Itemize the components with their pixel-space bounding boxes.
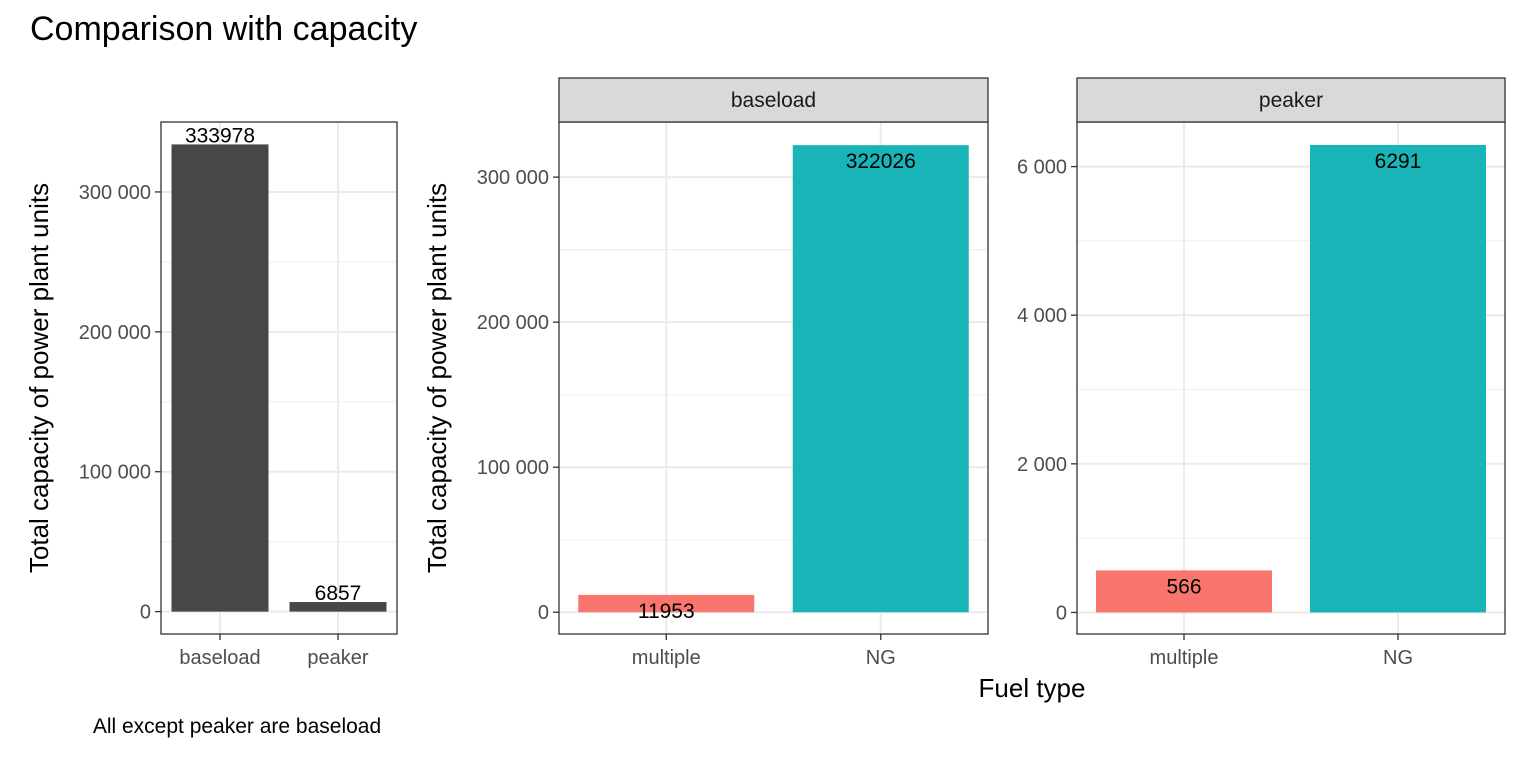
baseload-data-label-0: 11953 bbox=[638, 600, 695, 623]
left-panel-border bbox=[160, 121, 398, 635]
facet-y-axis-title: Total capacity of power plant units bbox=[422, 183, 452, 573]
baseload-y-tick-label: 200 000 bbox=[477, 312, 549, 334]
left-y-tick-label: 0 bbox=[140, 602, 151, 624]
peaker-data-label-0: 566 bbox=[1166, 575, 1201, 598]
peaker-y-tick-label: 6 000 bbox=[1017, 157, 1067, 179]
peaker-x-tick-label: multiple bbox=[1150, 647, 1219, 669]
baseload-strip bbox=[558, 77, 989, 123]
baseload-facet-panel: 11953 322026 baseload 0 100 000 200 000 300 00… bbox=[477, 77, 989, 669]
baseload-y-tick-label: 300 000 bbox=[477, 167, 549, 189]
left-data-label-1: 6857 bbox=[315, 582, 362, 605]
peaker-bar-1 bbox=[1310, 144, 1486, 613]
baseload-bar-1 bbox=[792, 145, 969, 613]
baseload-bar-0 bbox=[578, 594, 755, 613]
peaker-facet-panel: 566 6291 peaker 0 2 000 4 000 6 000 multiple NG bbox=[1017, 77, 1506, 669]
baseload-data-label-1: 322026 bbox=[846, 150, 916, 173]
left-bar-1 bbox=[289, 602, 387, 612]
caption: All except peaker are baseload bbox=[93, 715, 381, 738]
left-data-label-0: 333978 bbox=[185, 124, 255, 147]
baseload-x-tick-label: NG bbox=[866, 647, 896, 669]
left-bar-0 bbox=[171, 144, 269, 612]
peaker-x-tick-label: NG bbox=[1383, 647, 1413, 669]
peaker-strip-label: peaker bbox=[1259, 89, 1323, 112]
peaker-data-label-1: 6291 bbox=[1375, 150, 1422, 173]
left-x-tick-label: peaker bbox=[307, 647, 368, 669]
baseload-y-tick-label: 100 000 bbox=[477, 457, 549, 479]
peaker-strip bbox=[1076, 77, 1506, 123]
figure-title: Comparison with capacity bbox=[30, 10, 417, 48]
left-y-tick-label: 300 000 bbox=[79, 182, 151, 204]
peaker-y-tick-label: 4 000 bbox=[1017, 305, 1067, 327]
peaker-y-tick-label: 0 bbox=[1056, 602, 1067, 624]
left-x-tick-label: baseload bbox=[179, 647, 260, 669]
baseload-y-tick-label: 0 bbox=[538, 602, 549, 624]
baseload-strip-label: baseload bbox=[731, 89, 816, 112]
peaker-bar-0 bbox=[1096, 570, 1272, 613]
left-panel: 333978 6857 0 100 000 200 000 300 000 baseload… bbox=[79, 121, 398, 669]
left-y-tick-label: 100 000 bbox=[79, 462, 151, 484]
peaker-y-tick-label: 2 000 bbox=[1017, 454, 1067, 476]
baseload-x-tick-label: multiple bbox=[632, 647, 701, 669]
left-y-tick-label: 200 000 bbox=[79, 322, 151, 344]
left-y-axis-title: Total capacity of power plant units bbox=[24, 183, 54, 573]
x-axis-title: Fuel type bbox=[979, 673, 1086, 703]
